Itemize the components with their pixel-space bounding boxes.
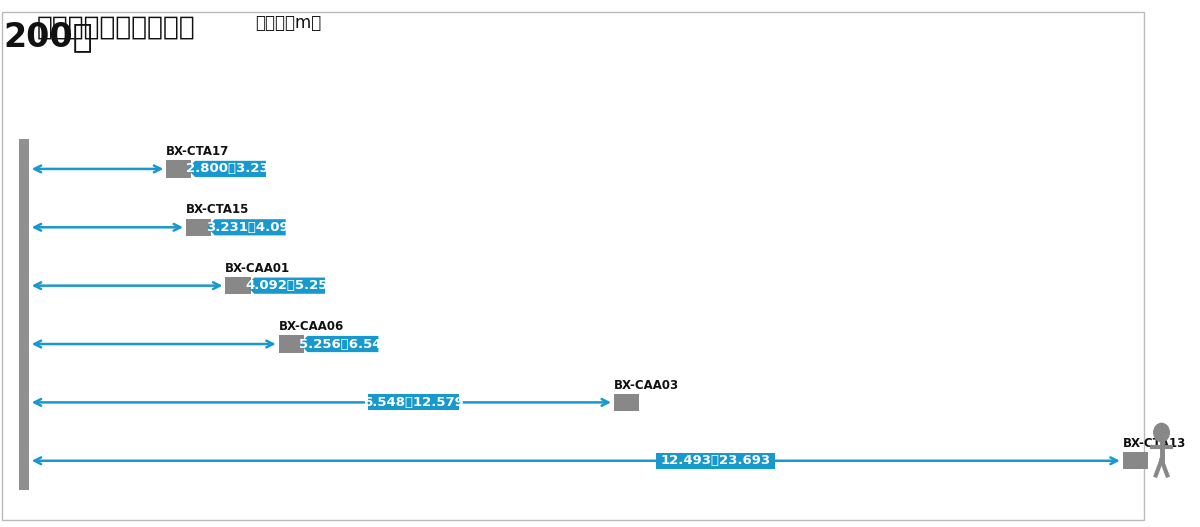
Text: BX-CAA03: BX-CAA03 (614, 378, 679, 392)
Text: 2.800～3.231: 2.800～3.231 (186, 162, 278, 175)
Polygon shape (187, 161, 266, 177)
Text: 200型: 200型 (4, 19, 94, 53)
Text: 3.231～4.092: 3.231～4.092 (206, 221, 298, 234)
Bar (614, 394, 640, 411)
Text: BX-CAA01: BX-CAA01 (226, 262, 290, 275)
Text: BX-CAA06: BX-CAA06 (278, 320, 344, 333)
Bar (186, 219, 211, 236)
Bar (166, 160, 191, 178)
Bar (226, 277, 251, 294)
Circle shape (1153, 423, 1169, 442)
Polygon shape (208, 219, 286, 236)
Bar (278, 335, 304, 353)
Text: 12.493～23.693: 12.493～23.693 (660, 454, 770, 467)
Text: BX-CTA17: BX-CTA17 (166, 145, 229, 158)
Text: 5.256～6.548: 5.256～6.548 (299, 337, 391, 350)
Text: 4.092～5.256: 4.092～5.256 (246, 279, 337, 292)
Text: BX-CTA15: BX-CTA15 (186, 203, 250, 217)
Polygon shape (247, 278, 325, 294)
Text: （単位：m）: （単位：m） (256, 15, 322, 33)
Bar (19, 139, 29, 491)
Text: BX-CTA13: BX-CTA13 (1123, 437, 1186, 450)
Bar (1123, 452, 1148, 470)
Bar (367, 394, 460, 411)
Bar (656, 453, 775, 469)
Text: 6.548～12.579: 6.548～12.579 (364, 396, 463, 409)
Polygon shape (300, 336, 378, 352)
Text: レンズの投写距離比較: レンズの投写距離比較 (37, 15, 196, 41)
